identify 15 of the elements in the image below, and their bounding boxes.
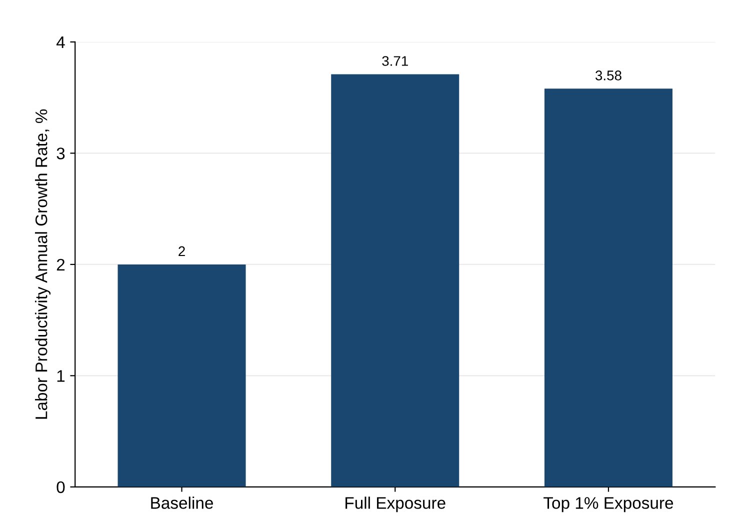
y-tick-label: 2 bbox=[56, 258, 65, 270]
x-tick-label: Full Exposure bbox=[346, 496, 446, 512]
data-label: 3.58 bbox=[595, 70, 622, 80]
bar bbox=[544, 88, 672, 487]
x-tick-label: Top 1% Exposure bbox=[544, 497, 674, 512]
x-tick-label: Baseline bbox=[151, 496, 213, 509]
bar bbox=[118, 264, 246, 487]
y-tick-label: 1 bbox=[57, 370, 65, 382]
data-label: 2 bbox=[178, 246, 185, 256]
data-label: 3.71 bbox=[382, 56, 408, 66]
y-tick-label: 3 bbox=[56, 148, 65, 160]
y-axis-title: Labor Productivity Annual Growth Rate, % bbox=[35, 109, 51, 419]
y-tick-label: 0 bbox=[56, 481, 65, 494]
y-tick-label: 4 bbox=[56, 36, 65, 48]
bar bbox=[331, 74, 460, 487]
